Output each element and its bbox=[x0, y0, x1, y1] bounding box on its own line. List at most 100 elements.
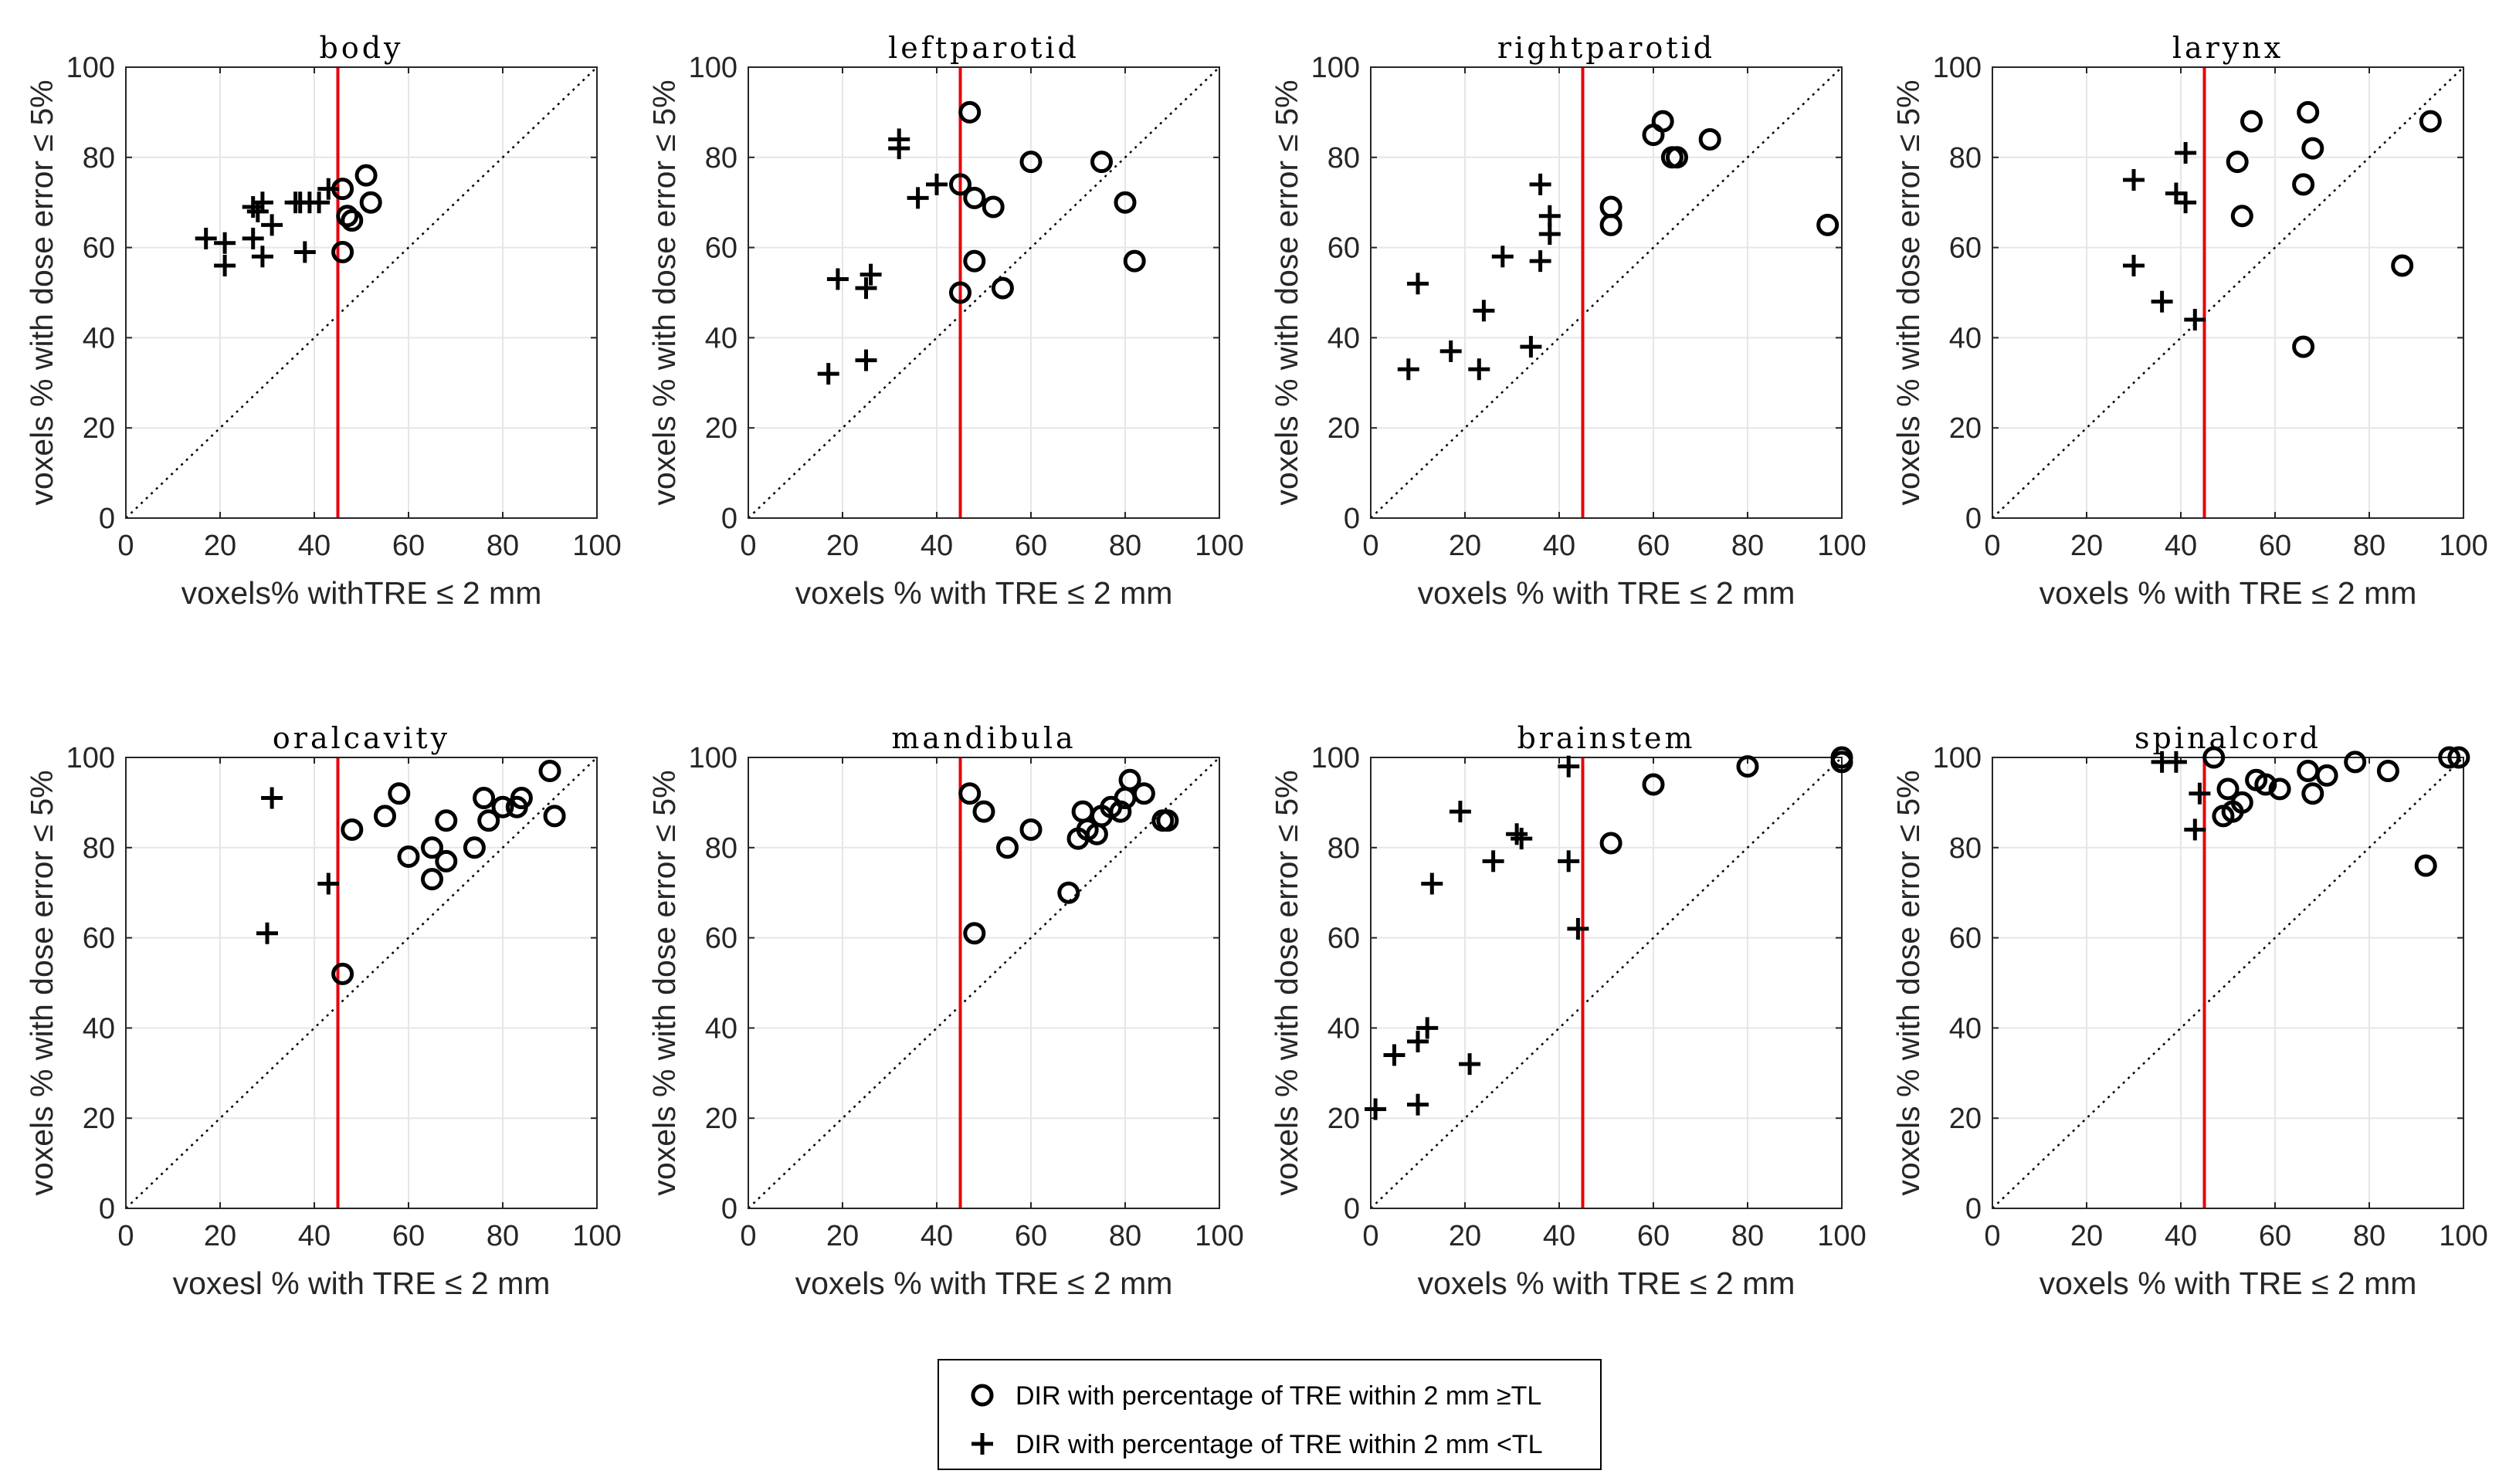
plus-marker bbox=[251, 191, 273, 214]
x-axis-label: voxels % with TRE ≤ 2 mm bbox=[2040, 1265, 2417, 1301]
plus-marker bbox=[214, 254, 236, 276]
x-tick-label: 60 bbox=[2259, 530, 2291, 562]
y-tick-label: 60 bbox=[1327, 232, 1360, 265]
y-tick-label: 0 bbox=[721, 503, 737, 535]
plus-marker bbox=[1407, 273, 1429, 295]
axes-frame bbox=[1370, 757, 1843, 1209]
legend-marker-circle bbox=[971, 1384, 994, 1407]
circle-marker bbox=[982, 195, 1005, 219]
circle-marker bbox=[354, 164, 378, 187]
y-tick-label: 0 bbox=[99, 503, 115, 535]
plus-marker bbox=[1449, 801, 1471, 823]
plus-marker bbox=[1473, 300, 1495, 322]
axes-frame bbox=[1992, 757, 2464, 1209]
plus-marker bbox=[1439, 340, 1462, 362]
y-axis-label: voxels % with dose error ≤ 5% bbox=[24, 770, 59, 1195]
axes-frame bbox=[748, 66, 1220, 519]
plus-marker bbox=[2151, 290, 2173, 313]
x-axis-label: voxels % with TRE ≤ 2 mm bbox=[2040, 575, 2417, 611]
x-tick-label: 60 bbox=[392, 530, 425, 562]
subplot-larynx: 0 20 40 60 80 100 0 20 40 60 80 100 larynx voxels % w… bbox=[1890, 31, 2488, 611]
circle-marker bbox=[1651, 110, 1674, 133]
circle-marker bbox=[2376, 760, 2399, 783]
circle-marker bbox=[331, 240, 354, 263]
plus-marker bbox=[860, 263, 882, 286]
x-tick-label: 100 bbox=[1195, 1220, 1243, 1252]
x-tick-label: 60 bbox=[1637, 530, 1670, 562]
y-tick-label: 0 bbox=[1344, 1193, 1360, 1225]
plus-marker bbox=[2184, 818, 2206, 841]
circle-marker bbox=[1599, 832, 1622, 855]
plus-marker bbox=[855, 349, 877, 371]
y-tick-label: 100 bbox=[1933, 742, 1982, 774]
circle-marker bbox=[2391, 254, 2414, 277]
circle-marker bbox=[435, 849, 458, 872]
plus-marker bbox=[1407, 1030, 1429, 1052]
circle-marker bbox=[397, 845, 420, 868]
x-tick-label: 60 bbox=[1637, 1220, 1670, 1252]
plus-marker bbox=[1482, 850, 1504, 872]
legend-box bbox=[938, 1359, 1602, 1470]
plus-marker bbox=[2123, 254, 2145, 276]
subplot-brainstem: 0 20 40 60 80 100 0 20 40 60 80 100 brainstem voxels … bbox=[1269, 721, 1867, 1301]
y-tick-label: 100 bbox=[66, 742, 115, 774]
plus-marker bbox=[2175, 191, 2197, 214]
x-tick-label: 40 bbox=[298, 530, 331, 562]
circle-marker bbox=[359, 191, 382, 214]
x-tick-label: 20 bbox=[1449, 1220, 1481, 1252]
circle-marker bbox=[1019, 818, 1043, 841]
y-tick-label: 60 bbox=[1949, 923, 1982, 955]
circle-marker bbox=[491, 795, 514, 818]
plus-marker bbox=[2184, 309, 2206, 331]
axes-frame bbox=[748, 757, 1220, 1209]
y-tick-label: 100 bbox=[1933, 52, 1982, 84]
circle-marker bbox=[2230, 791, 2253, 814]
plus-marker bbox=[1468, 358, 1490, 381]
circle-marker bbox=[1019, 151, 1043, 174]
y-tick-label: 40 bbox=[705, 322, 737, 354]
x-tick-label: 40 bbox=[1543, 530, 1575, 562]
x-tick-label: 40 bbox=[298, 1220, 331, 1252]
circle-marker bbox=[1599, 213, 1622, 236]
y-tick-label: 80 bbox=[1949, 832, 1982, 865]
y-tick-label: 20 bbox=[1949, 1103, 1982, 1135]
circle-marker bbox=[972, 800, 995, 823]
x-tick-label: 80 bbox=[2353, 1220, 2385, 1252]
plus-marker bbox=[242, 227, 264, 249]
x-axis-label: voxels% withTRE ≤ 2 mm bbox=[181, 575, 542, 611]
circle-marker bbox=[2254, 773, 2277, 796]
circle-marker bbox=[538, 760, 561, 783]
y-tick-label: 40 bbox=[705, 1012, 737, 1045]
plus-marker bbox=[888, 137, 910, 160]
y-tick-label: 40 bbox=[83, 322, 115, 354]
plus-marker bbox=[2165, 750, 2187, 773]
identity-diagonal bbox=[1992, 757, 2464, 1209]
y-axis-label: voxels % with dose error ≤ 5% bbox=[1890, 770, 1926, 1195]
plus-marker bbox=[1520, 336, 1542, 358]
subplot-title: oralcavity bbox=[273, 721, 450, 755]
circle-marker bbox=[949, 173, 971, 196]
axes-frame bbox=[125, 66, 598, 519]
y-tick-label: 20 bbox=[1327, 412, 1360, 445]
x-tick-label: 60 bbox=[2259, 1220, 2291, 1252]
circle-marker bbox=[341, 209, 364, 232]
y-tick-label: 20 bbox=[1949, 412, 1982, 445]
subplot-title: leftparotid bbox=[888, 31, 1080, 65]
circle-marker bbox=[2240, 110, 2263, 133]
plus-marker bbox=[926, 173, 948, 195]
y-tick-label: 0 bbox=[1965, 503, 1982, 535]
x-tick-label: 20 bbox=[204, 1220, 236, 1252]
circle-marker bbox=[2202, 746, 2226, 769]
y-axis-label: voxels % with dose error ≤ 5% bbox=[646, 770, 682, 1195]
y-axis-label: voxels % with dose error ≤ 5% bbox=[1269, 770, 1304, 1195]
circle-marker bbox=[996, 836, 1019, 859]
y-axis-label: voxels % with dose error ≤ 5% bbox=[1269, 80, 1304, 505]
circle-marker bbox=[374, 805, 396, 828]
subplot-title: mandibula bbox=[891, 721, 1076, 755]
x-tick-label: 0 bbox=[740, 1220, 756, 1252]
circle-marker bbox=[2297, 100, 2320, 124]
y-tick-label: 100 bbox=[66, 52, 115, 84]
plus-marker bbox=[1506, 823, 1528, 845]
y-tick-label: 80 bbox=[1327, 832, 1360, 865]
subplot-rightparotid: 0 20 40 60 80 100 0 20 40 60 80 100 rightparotid voxe… bbox=[1269, 31, 1867, 611]
